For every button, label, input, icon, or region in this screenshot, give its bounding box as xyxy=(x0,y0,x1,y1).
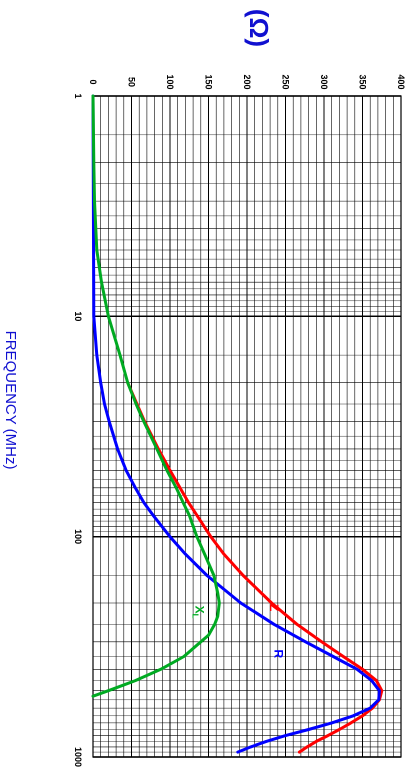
series-label-xl: XL xyxy=(190,606,206,619)
series-labels: Z R XL xyxy=(190,604,285,658)
y-tick-label: 150 xyxy=(204,74,214,89)
x-tick-label: 1000 xyxy=(73,747,83,767)
y-axis-title: (Ω) xyxy=(244,9,274,47)
x-tick-label: 100 xyxy=(73,529,83,544)
x-axis-title: FREQUENCY (MHz) xyxy=(2,331,19,470)
x-tick-label: 10 xyxy=(73,311,83,321)
y-tick-label: 400 xyxy=(396,74,406,89)
series-line-z xyxy=(126,381,384,754)
series-lines xyxy=(91,94,384,754)
y-tick-label: 250 xyxy=(281,74,291,89)
y-tick-label: 0 xyxy=(88,79,98,84)
y-tick-label: 200 xyxy=(242,74,252,89)
tick-labels: 0 50 100 150 200 250 300 350 400 1 10 100 1000 xyxy=(73,74,406,767)
plot-frame xyxy=(92,95,402,758)
series-line-xl xyxy=(91,94,221,698)
series-label-z: Z xyxy=(267,604,281,611)
x-tick-label: 1 xyxy=(73,93,83,98)
y-tick-label: 300 xyxy=(319,74,329,89)
y-tick-label: 100 xyxy=(165,74,175,89)
y-tick-label: 350 xyxy=(358,74,368,89)
grid xyxy=(92,95,402,758)
series-line-r xyxy=(91,94,381,754)
y-tick-label: 50 xyxy=(127,77,137,87)
series-label-r: R xyxy=(272,649,286,658)
